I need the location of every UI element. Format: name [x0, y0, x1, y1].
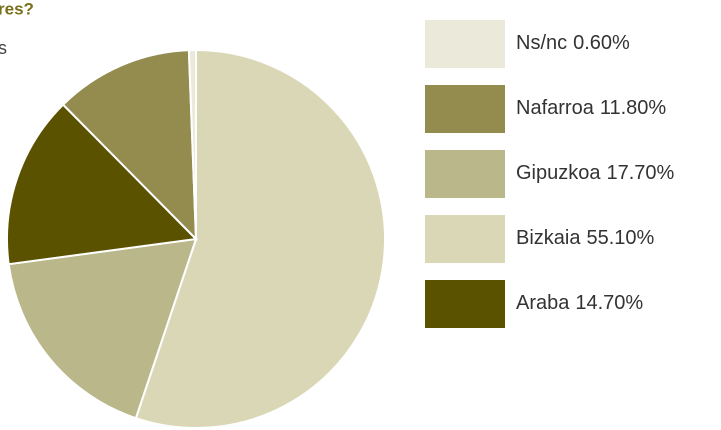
legend-value: 0.60% — [573, 32, 630, 54]
legend-category: Ns/nc — [516, 32, 567, 54]
legend-category: Bizkaia — [516, 227, 581, 249]
legend-swatch — [425, 85, 505, 133]
chart-subtitle: s — [0, 38, 7, 58]
legend-category: Gipuzkoa — [516, 162, 601, 184]
legend-label: Araba 14.70% — [516, 292, 643, 314]
legend-label: Nafarroa 11.80% — [516, 97, 666, 119]
legend-category: Nafarroa — [516, 97, 595, 119]
legend-category: Araba — [516, 292, 570, 314]
legend-value: 11.80% — [600, 97, 667, 119]
legend-label: Ns/nc 0.60% — [516, 32, 630, 54]
legend-swatch — [425, 20, 505, 68]
pie-slice — [187, 48, 197, 240]
legend-swatch — [425, 215, 505, 263]
pie-slice — [61, 49, 198, 242]
chart-title: res? — [0, 0, 34, 18]
legend-label: Gipuzkoa 17.70% — [516, 162, 675, 184]
legend-swatch — [425, 150, 505, 198]
pie-slice — [6, 103, 199, 266]
legend-label: Bizkaia 55.10% — [516, 227, 655, 249]
legend-value: 14.70% — [575, 292, 643, 314]
legend-value: 17.70% — [607, 162, 675, 184]
pie-slice — [134, 48, 386, 429]
legend-swatch — [425, 280, 505, 328]
legend-value: 55.10% — [586, 227, 654, 249]
pie-slice — [7, 237, 198, 420]
